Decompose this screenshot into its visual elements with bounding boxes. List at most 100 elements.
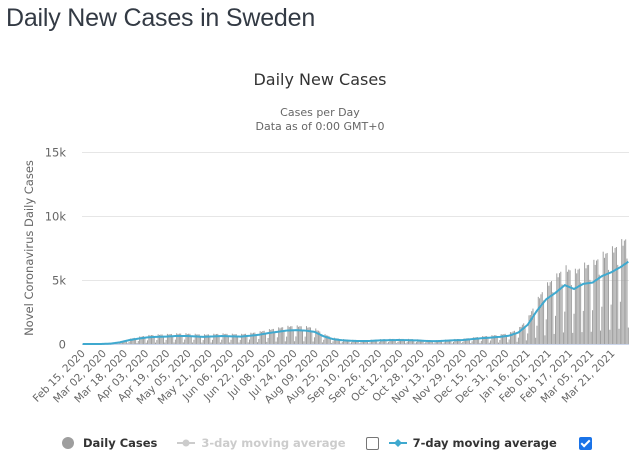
daily-cases-bar xyxy=(275,341,277,344)
daily-cases-bar xyxy=(573,313,575,344)
daily-cases-bar xyxy=(153,336,155,344)
daily-cases-bar xyxy=(288,327,290,344)
daily-cases-bar xyxy=(472,337,474,344)
daily-cases-bar xyxy=(184,339,186,344)
daily-cases-bar xyxy=(409,339,411,344)
daily-cases-bar xyxy=(400,339,402,344)
daily-cases-bar xyxy=(357,340,359,344)
daily-cases-bar xyxy=(390,339,392,344)
legend-item-daily-cases[interactable]: Daily Cases xyxy=(62,436,157,450)
chart-data-timestamp: Data as of 0:00 GMT+0 xyxy=(255,120,385,133)
daily-cases-bar xyxy=(541,292,543,344)
daily-cases-bar xyxy=(453,341,454,344)
daily-cases-bar xyxy=(396,343,398,344)
daily-cases-bar xyxy=(580,282,582,344)
daily-cases-bar xyxy=(132,338,134,344)
daily-cases-bar xyxy=(404,339,405,344)
daily-cases-bar xyxy=(505,335,507,344)
daily-cases-bar xyxy=(490,340,492,344)
daily-cases-bar xyxy=(165,339,167,344)
daily-cases-bar xyxy=(316,330,318,344)
daily-cases-bar xyxy=(519,326,521,344)
legend-item-3-day-average[interactable]: 3-day moving average xyxy=(177,436,346,450)
daily-cases-bar xyxy=(392,338,394,344)
daily-cases-bar xyxy=(619,301,621,344)
daily-cases-bar xyxy=(168,334,170,344)
seven-day-average-line xyxy=(82,260,629,345)
daily-cases-bar xyxy=(482,336,484,344)
legend-label: 7-day moving average xyxy=(412,436,557,450)
daily-cases-bar xyxy=(188,333,190,344)
daily-cases-bar xyxy=(176,333,178,344)
daily-cases-bar xyxy=(606,252,608,344)
daily-cases-bar xyxy=(173,342,175,344)
three-day-average-checkbox[interactable] xyxy=(365,436,379,450)
daily-cases-bar xyxy=(223,334,225,344)
daily-cases-bar xyxy=(536,325,538,344)
daily-cases-bar xyxy=(464,338,466,344)
daily-cases-bar xyxy=(358,343,360,344)
daily-cases-bar xyxy=(533,313,535,344)
daily-cases-bar xyxy=(251,333,253,344)
daily-cases-bar xyxy=(429,340,431,344)
page-title: Daily New Cases in Sweden xyxy=(6,4,316,32)
daily-cases-bar xyxy=(217,333,219,344)
daily-cases-bar xyxy=(331,342,333,344)
daily-cases-bar xyxy=(369,342,371,344)
daily-cases-bar xyxy=(231,333,233,344)
daily-cases-bar xyxy=(315,328,317,344)
daily-cases-bar xyxy=(181,335,183,344)
daily-cases-bar xyxy=(186,334,188,344)
daily-cases-bar xyxy=(302,329,304,344)
daily-cases-bar xyxy=(508,339,510,344)
daily-cases-bar xyxy=(549,282,551,344)
daily-cases-bar xyxy=(463,338,465,344)
daily-cases-bar xyxy=(442,343,444,344)
daily-cases-bar xyxy=(355,339,356,344)
daily-cases-bar xyxy=(483,336,485,344)
daily-cases-bar xyxy=(415,342,417,344)
daily-cases-bar xyxy=(230,339,232,344)
daily-cases-bar xyxy=(262,331,264,344)
daily-cases-bar xyxy=(468,339,470,344)
daily-cases-bar xyxy=(347,339,349,344)
daily-cases-bar xyxy=(206,334,208,344)
daily-cases-bar xyxy=(425,342,427,344)
daily-cases-bar xyxy=(576,273,578,344)
daily-cases-bar xyxy=(177,334,179,344)
daily-cases-bar xyxy=(500,334,502,344)
daily-cases-bar xyxy=(290,326,292,344)
daily-cases-bar xyxy=(245,333,247,344)
daily-cases-bar xyxy=(246,335,248,344)
legend-item-7-day-average[interactable]: 7-day moving average xyxy=(388,436,557,450)
daily-cases-bar xyxy=(466,338,468,344)
daily-cases-bar xyxy=(333,337,335,344)
daily-cases-bar xyxy=(446,339,448,344)
daily-cases-bar xyxy=(218,335,220,344)
daily-cases-bar xyxy=(317,330,319,344)
daily-cases-bar xyxy=(253,332,255,344)
daily-cases-bar xyxy=(385,340,387,344)
daily-cases-bar xyxy=(197,334,199,344)
daily-cases-bar xyxy=(604,257,605,344)
daily-cases-bar xyxy=(233,334,235,344)
daily-cases-bar xyxy=(540,294,542,344)
daily-cases-bar xyxy=(423,343,425,344)
seven-day-average-checkbox[interactable] xyxy=(578,436,592,450)
daily-cases-bar xyxy=(149,335,151,344)
daily-cases-bar xyxy=(209,336,211,344)
daily-cases-bar xyxy=(528,315,530,344)
daily-cases-bar xyxy=(397,341,399,344)
daily-cases-bar xyxy=(292,329,294,344)
daily-cases-bar xyxy=(437,340,439,344)
daily-cases-bar xyxy=(560,271,562,344)
daily-cases-bar xyxy=(229,342,231,344)
daily-cases-bar xyxy=(272,328,274,344)
daily-cases-bar xyxy=(294,341,296,344)
daily-cases-bar xyxy=(370,339,372,344)
daily-cases-bar xyxy=(601,306,603,344)
daily-cases-bar xyxy=(557,277,559,344)
daily-cases-bar xyxy=(525,340,527,344)
